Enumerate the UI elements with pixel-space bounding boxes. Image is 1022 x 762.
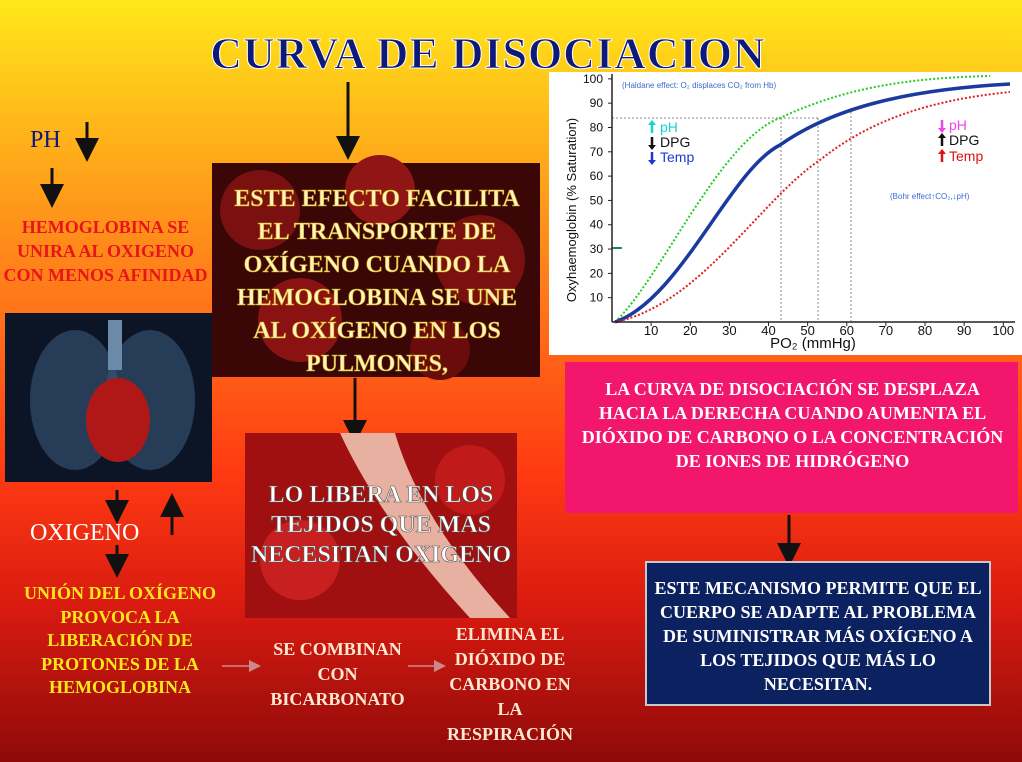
y-axis-label: Oxyhaemoglobin (% Saturation) bbox=[564, 118, 579, 302]
pink-box bbox=[565, 362, 1018, 513]
x-tick-label: 60 bbox=[840, 323, 854, 338]
x-tick-label: 100 bbox=[992, 323, 1014, 338]
navy-box bbox=[645, 561, 991, 706]
hemoglobina-text: HEMOGLOBINA SE UNIRA AL OXIGENO CON MENO… bbox=[3, 217, 208, 285]
x-tick-label: 30 bbox=[722, 323, 736, 338]
legend-label: DPG bbox=[949, 132, 979, 148]
y-tick-label: 50 bbox=[590, 193, 604, 207]
legend-label: pH bbox=[660, 119, 678, 135]
efecto-text: ESTE EFECTO FACILITA EL TRANSPORTE DE OX… bbox=[234, 186, 520, 378]
legend-label: pH bbox=[949, 117, 967, 133]
vessel-image bbox=[245, 433, 517, 618]
y-tick-label: 80 bbox=[590, 120, 604, 134]
combinan-text: SE COMBINAN CON BICARBONATO bbox=[270, 639, 405, 709]
y-tick-label: 40 bbox=[590, 218, 604, 232]
title: CURVA DE DISOCIACION bbox=[210, 29, 766, 79]
x-tick-label: 50 bbox=[800, 323, 814, 338]
y-tick-label: 70 bbox=[590, 145, 604, 159]
curve-normal bbox=[614, 82, 1011, 324]
libera-text: LO LIBERA EN LOS TEJIDOS QUE MAS NECESIT… bbox=[250, 482, 512, 569]
x-tick-label: 20 bbox=[683, 323, 697, 338]
y-tick-label: 30 bbox=[590, 242, 604, 256]
elimina-text: ELIMINA EL DIÓXIDO DE CARBONO EN LA RESP… bbox=[446, 624, 574, 744]
curve-left bbox=[614, 75, 991, 323]
graph: (Haldane effect: O₂ displaces CO₂ from H… bbox=[549, 72, 1022, 355]
bohr-note: (Bohr effect↑CO₂,↓pH) bbox=[890, 192, 970, 201]
x-axis-label: PO₂ (mmHg) bbox=[770, 335, 856, 352]
legend-label: Temp bbox=[949, 148, 983, 164]
cells-image bbox=[212, 155, 540, 380]
union-text: UNIÓN DEL OXÍGENO PROVOCA LA LIBERACIÓN … bbox=[23, 583, 217, 697]
x-tick-label: 40 bbox=[761, 323, 775, 338]
mecanismo-text: ESTE MECANISMO PERMITE QUE EL CUERPO SE … bbox=[654, 578, 982, 694]
x-tick-label: 70 bbox=[879, 323, 893, 338]
curve-right bbox=[614, 91, 1011, 323]
ph-label: PH bbox=[30, 127, 61, 153]
curva-text: LA CURVA DE DISOCIACIÓN SE DESPLAZA HACI… bbox=[581, 379, 1004, 471]
y-tick-label: 90 bbox=[590, 96, 604, 110]
x-tick-label: 80 bbox=[918, 323, 932, 338]
x-tick-label: 10 bbox=[644, 323, 658, 338]
y-tick-label: 100 bbox=[583, 72, 603, 86]
x-tick-label: 90 bbox=[957, 323, 971, 338]
oxigeno-label: OXIGENO bbox=[30, 520, 140, 546]
legend-label: DPG bbox=[660, 134, 690, 150]
y-tick-label: 60 bbox=[590, 169, 604, 183]
lungs-image bbox=[5, 313, 212, 482]
legend-label: Temp bbox=[660, 149, 694, 165]
haldane-note: (Haldane effect: O₂ displaces CO₂ from H… bbox=[622, 81, 776, 90]
y-tick-label: 20 bbox=[590, 266, 604, 280]
y-tick-label: 10 bbox=[590, 291, 604, 305]
arrows bbox=[40, 82, 801, 578]
